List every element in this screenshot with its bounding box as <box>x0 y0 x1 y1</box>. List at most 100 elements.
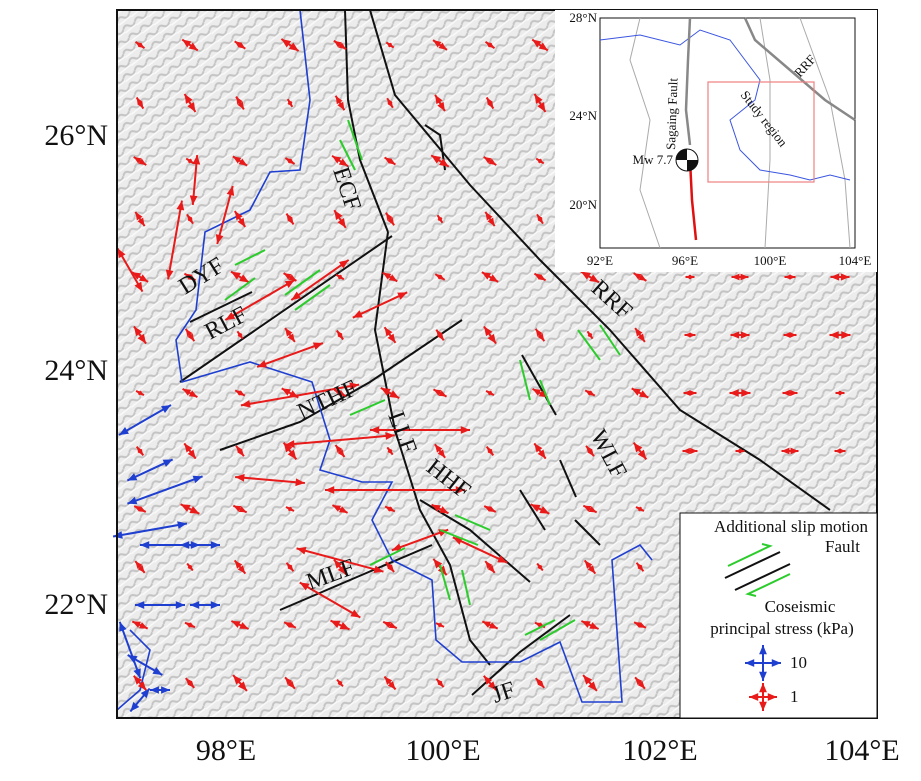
stress-arrow <box>234 389 246 397</box>
arrow-head <box>184 273 192 280</box>
arrow-head <box>637 681 645 689</box>
arrow-head <box>127 655 138 663</box>
fault-line <box>521 354 557 416</box>
arrow-head <box>433 389 442 396</box>
arrow-head <box>352 310 363 318</box>
arrow-head <box>330 620 341 628</box>
arrow-head <box>188 390 198 398</box>
stress-arrow <box>684 332 696 338</box>
stress-arrow <box>284 157 296 165</box>
arrow-head <box>488 158 497 166</box>
arrow-head <box>133 675 143 685</box>
arrow-head <box>137 42 145 49</box>
stress-arrow <box>481 620 499 630</box>
arrow-head <box>731 273 740 281</box>
arrow-head <box>332 505 342 512</box>
arrow-head <box>210 541 220 549</box>
stress-arrow <box>186 213 194 225</box>
arrow-head <box>335 445 343 453</box>
stress-arrow <box>584 389 596 397</box>
stress-arrow <box>335 273 345 281</box>
legend-fault <box>724 551 781 579</box>
stress-arrow <box>234 40 246 50</box>
arrow-head <box>117 248 126 259</box>
stress-arrow <box>536 213 544 225</box>
arrow-head <box>136 97 143 105</box>
inset-study-box <box>707 81 815 183</box>
legend-title: Coseismic <box>765 597 836 616</box>
stress-arrow <box>830 273 850 281</box>
arrow-head <box>537 449 546 459</box>
arrow-head <box>184 443 193 453</box>
slip-arrow <box>539 619 576 641</box>
arrow-head <box>295 478 305 487</box>
stress-arrow <box>784 274 796 280</box>
legend-fault <box>734 563 791 591</box>
arrow-head <box>682 447 690 455</box>
arrow-head <box>140 541 150 549</box>
arrow-head <box>312 342 323 350</box>
stress-arrow <box>834 448 846 454</box>
arrow-head <box>759 645 767 655</box>
stress-arrow <box>190 601 220 609</box>
arrow-head <box>385 212 393 221</box>
arrow-head <box>740 273 749 281</box>
arrow-head <box>636 562 643 570</box>
stress-arrow <box>483 675 497 691</box>
arrow-head <box>789 274 796 280</box>
arrow-shaft <box>290 259 350 301</box>
stress-arrow <box>370 426 470 434</box>
arrow-head <box>740 331 750 339</box>
inset-y-label: 20°N <box>569 197 597 212</box>
arrow-head <box>190 601 200 609</box>
arrow-shaft <box>240 383 360 407</box>
arrow-head <box>338 158 348 167</box>
arrow-head <box>631 388 641 396</box>
stress-arrow <box>290 259 350 301</box>
arrow-head <box>759 701 767 711</box>
arrow-head <box>135 561 143 569</box>
arrow-head <box>286 562 293 570</box>
arrow-head <box>185 622 192 628</box>
arrow-head <box>730 331 740 339</box>
arrow-head <box>438 158 449 167</box>
stress-arrow <box>432 39 448 51</box>
arrow-head <box>487 565 495 573</box>
inset-label: Mw 7.7 <box>633 152 674 167</box>
stress-arrow <box>484 41 496 49</box>
arrow-head <box>138 506 146 512</box>
arrow-shaft <box>224 279 296 321</box>
arrow-head <box>237 101 244 110</box>
arrow-head <box>434 444 443 453</box>
stress-arrow <box>533 442 547 460</box>
stress-arrow <box>235 445 245 457</box>
fault-line <box>279 544 433 611</box>
stress-arrow <box>235 473 305 487</box>
arrow-head <box>281 38 292 48</box>
stress-arrow <box>331 154 349 168</box>
arrow-head <box>334 389 342 396</box>
arrow-head <box>639 390 649 398</box>
arrow-head <box>781 447 790 455</box>
arrow-head <box>684 332 691 338</box>
arrow-head <box>587 331 593 338</box>
arrow-head <box>338 259 349 269</box>
inset-border <box>799 17 851 249</box>
stress-arrow <box>133 156 147 166</box>
arrow-head <box>380 387 391 396</box>
stress-arrow <box>530 503 550 515</box>
stress-arrow <box>135 446 145 456</box>
stress-arrow <box>296 546 384 574</box>
arrow-head <box>137 448 144 456</box>
arrow-head <box>162 459 173 467</box>
arrow-head <box>783 332 791 338</box>
arrow-head <box>759 671 767 681</box>
arrow-head <box>536 158 543 164</box>
arrow-head <box>185 678 193 686</box>
arrow-head <box>131 272 142 280</box>
stress-arrow <box>531 38 549 52</box>
arrow-head <box>735 448 742 454</box>
stress-arrow <box>333 558 347 576</box>
arrow-head <box>386 42 393 48</box>
